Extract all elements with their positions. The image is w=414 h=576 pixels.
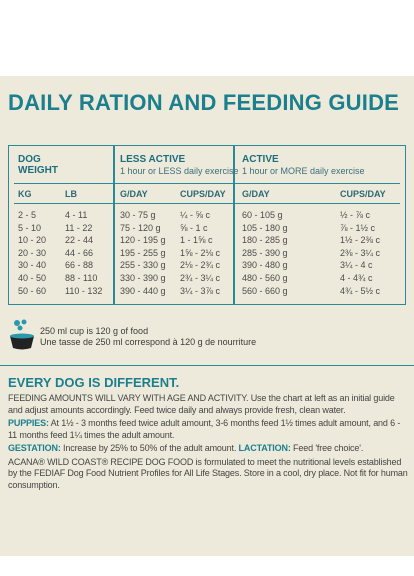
column-header: LB	[65, 189, 77, 199]
cell: 22 - 44	[65, 235, 94, 246]
paragraph: ACANA® WILD COAST® RECIPE DOG FOOD is fo…	[8, 457, 408, 492]
cell: 390 - 480 g	[242, 260, 288, 271]
column-header: CUPS/DAY	[340, 189, 386, 199]
cell: 1½ - 2⅜ c	[340, 235, 381, 246]
cell: 195 - 255 g	[120, 247, 166, 258]
cell: 10 - 20	[18, 235, 47, 246]
cell: 255 - 330 g	[120, 260, 166, 271]
cell: 285 - 390 g	[242, 247, 288, 258]
paragraph: FEEDING AMOUNTS WILL VARY WITH AGE AND A…	[8, 393, 408, 416]
table-box	[8, 145, 406, 305]
column-header: G/DAY	[120, 189, 148, 199]
cell: 40 - 50	[18, 273, 47, 283]
paragraph: GESTATION: Increase by 25% to 50% of the…	[8, 443, 408, 455]
cell: 60 - 105 g	[242, 210, 283, 220]
cell: 20 - 30	[18, 247, 47, 258]
divider	[233, 145, 235, 305]
cell: 2 - 5	[18, 210, 37, 220]
column-header: G/DAY	[242, 189, 270, 199]
text: At 1½ - 3 months feed twice adult amount…	[8, 418, 401, 440]
text: FEEDING AMOUNTS WILL VARY WITH AGE AND A…	[8, 393, 249, 403]
text: ACANA® WILD COAST® RECIPE DOG FOOD is fo…	[8, 456, 408, 490]
section-rule	[0, 365, 414, 366]
cell: 88 - 110	[65, 273, 98, 283]
cell: 1 - 1⅝ c	[180, 235, 213, 246]
cell: 44 - 66	[65, 247, 94, 258]
cell: ⅝ - 1 c	[180, 222, 208, 233]
cell: 330 - 390 g	[120, 273, 166, 283]
cell: ⅞ - 1½ c	[340, 222, 376, 233]
column-header: KG	[18, 189, 32, 199]
cell: 1⅝ - 2⅛ c	[180, 247, 221, 258]
paragraphs: FEEDING AMOUNTS WILL VARY WITH AGE AND A…	[8, 393, 408, 493]
group-note: 1 hour or MORE daily exercise	[242, 166, 365, 176]
cell: 3¼ - 4 c	[340, 260, 373, 271]
cell: 2⅛ - 2¾ c	[180, 260, 221, 271]
cell: 390 - 440 g	[120, 285, 166, 296]
title: DAILY RATION AND FEEDING GUIDE	[8, 90, 400, 115]
paragraph: PUPPIES: At 1½ - 3 months feed twice adu…	[8, 418, 408, 441]
cell: 75 - 120 g	[120, 222, 161, 233]
cup-note-en: 250 ml cup is 120 g of food	[40, 326, 149, 336]
cell: ¼ - ⅝ c	[180, 210, 211, 220]
group-header: ACTIVE	[242, 154, 279, 165]
cell: 5 - 10	[18, 222, 42, 233]
label: LACTATION:	[238, 443, 291, 453]
cell: 480 - 560 g	[242, 273, 288, 283]
cell: 3¼ - 3⅞ c	[180, 285, 221, 296]
cell: 110 - 132	[65, 285, 103, 296]
cell: 560 - 660 g	[242, 285, 288, 296]
section-heading: EVERY DOG IS DIFFERENT.	[8, 375, 180, 390]
text: Use the chart at left as an initial guid…	[8, 393, 395, 415]
group-note: 1 hour or LESS daily exercise	[120, 166, 239, 176]
cell: 105 - 180 g	[242, 222, 288, 233]
cell: 4¾ - 5½ c	[340, 285, 381, 296]
rule	[14, 183, 400, 184]
cell: 2¾ - 3¼ c	[180, 273, 221, 283]
cell: 50 - 60	[18, 285, 47, 296]
divider	[113, 145, 115, 305]
group-header: DOG WEIGHT	[18, 154, 58, 176]
background	[0, 76, 414, 556]
cell: 30 - 40	[18, 260, 47, 271]
label: PUPPIES:	[8, 418, 49, 428]
cup-note-fr: Une tasse de 250 ml correspond à 120 g d…	[40, 337, 257, 347]
cell: 11 - 22	[65, 222, 93, 233]
text: Increase by 25% to 50% of the adult amou…	[60, 443, 239, 453]
cell: 4 - 4¾ c	[340, 273, 373, 283]
cell: 66 - 88	[65, 260, 94, 271]
cell: 4 - 11	[65, 210, 88, 220]
group-header: LESS ACTIVE	[120, 154, 186, 165]
column-header: CUPS/DAY	[180, 189, 226, 199]
label: GESTATION:	[8, 443, 61, 453]
cell: ½ - ⅞ c	[340, 210, 371, 220]
cell: 120 - 195 g	[120, 235, 166, 246]
text: Feed 'free choice'.	[290, 443, 364, 453]
cup-icon	[10, 319, 34, 350]
cell: 180 - 285 g	[242, 235, 288, 246]
cell: 30 - 75 g	[120, 210, 156, 220]
cell: 2⅜ - 3¼ c	[340, 247, 381, 258]
rule	[14, 203, 400, 204]
